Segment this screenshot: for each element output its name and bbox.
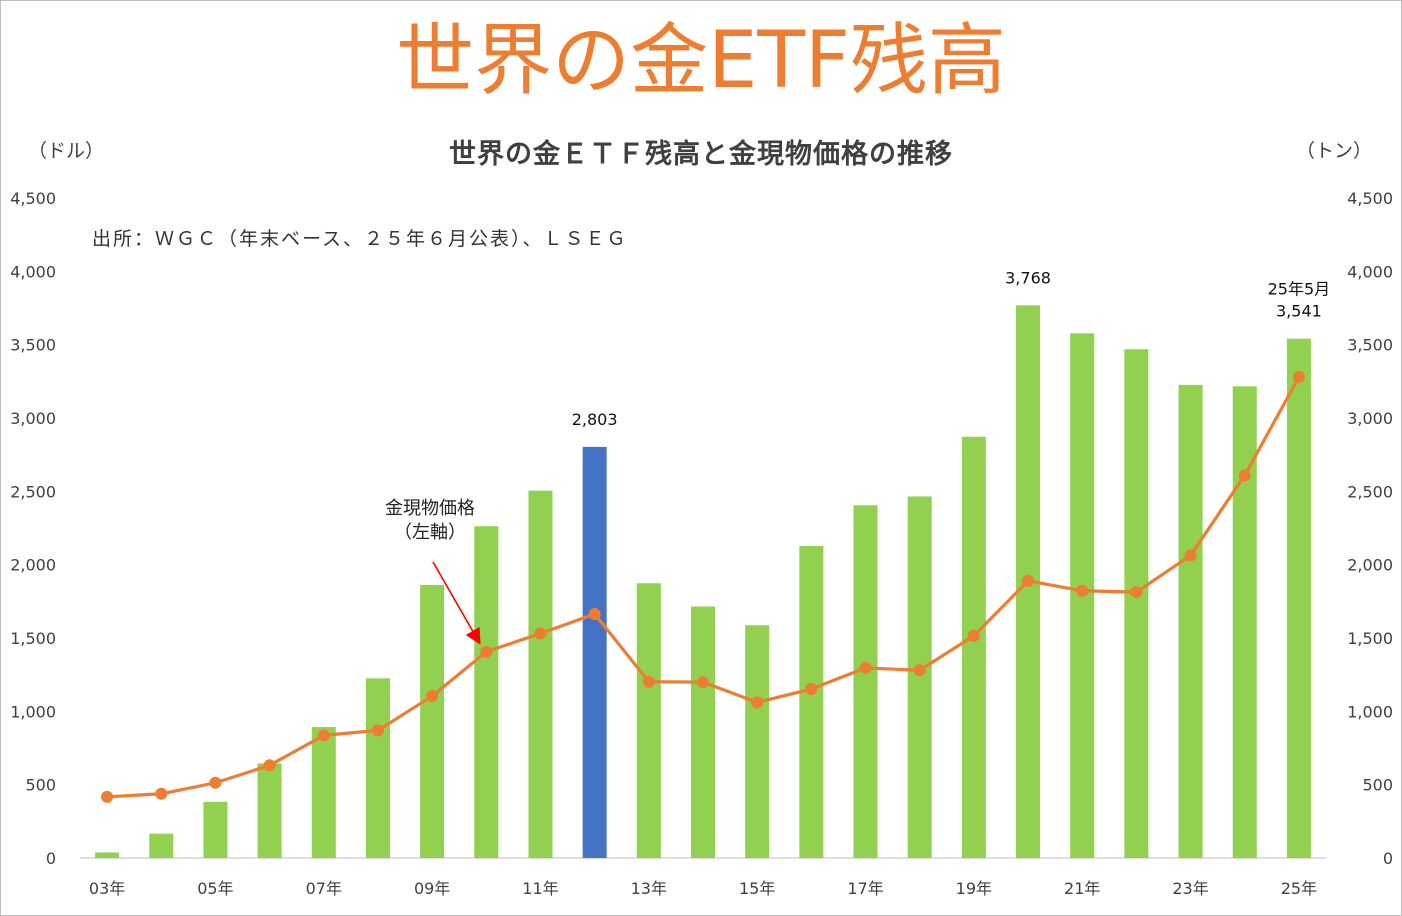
left-y-tick-label: 4,500 xyxy=(10,189,56,208)
etf-bar xyxy=(853,505,878,858)
gold-price-point xyxy=(1292,370,1305,383)
gold-price-point xyxy=(1130,586,1143,599)
gold-price-point xyxy=(697,676,709,689)
etf-bar xyxy=(149,833,174,858)
right-y-tick-label: 3,500 xyxy=(1347,336,1393,355)
etf-bar xyxy=(745,625,770,858)
etf-bar xyxy=(311,727,336,858)
etf-bar xyxy=(203,801,228,858)
left-y-tick-label: 1,500 xyxy=(10,629,56,648)
right-y-tick-label: 1,500 xyxy=(1347,629,1393,648)
left-y-tick-label: 3,500 xyxy=(10,336,56,355)
gold-price-point xyxy=(155,787,168,800)
left-axis-unit: （ドル） xyxy=(28,140,105,162)
gold-price-point xyxy=(967,629,980,642)
etf-bar xyxy=(691,606,715,858)
x-tick-label: 11年 xyxy=(522,879,558,898)
etf-bar xyxy=(961,436,986,858)
x-tick-label: 03年 xyxy=(89,879,125,898)
left-y-tick-label: 0 xyxy=(46,849,56,868)
annotation-arrow xyxy=(432,561,481,645)
left-y-tick-label: 1,000 xyxy=(10,702,56,721)
gold-price-point xyxy=(263,759,276,772)
etf-bar xyxy=(907,496,932,858)
gold-price-point xyxy=(534,627,547,640)
bar-data-label: 3,768 xyxy=(1005,268,1051,287)
left-y-tick-label: 2,000 xyxy=(10,556,56,575)
right-y-tick-label: 2,000 xyxy=(1347,556,1393,575)
etf-bar xyxy=(636,583,661,858)
annotation-line2: （左軸） xyxy=(394,522,466,544)
etf-bar xyxy=(474,526,499,858)
etf-bar xyxy=(257,763,282,858)
x-tick-label: 09年 xyxy=(414,879,450,898)
gold-price-point xyxy=(805,683,818,696)
gold-price-point xyxy=(588,607,601,620)
x-tick-label: 15年 xyxy=(739,879,775,898)
chart-subtitle: 世界の金ＥＴＦ残高と金現物価格の推移 xyxy=(449,139,953,170)
left-y-tick-label: 3,000 xyxy=(10,409,56,428)
gold-price-point xyxy=(371,724,384,737)
gold-price-point xyxy=(859,661,872,674)
x-tick-label: 13年 xyxy=(631,879,667,898)
left-y-tick-label: 4,000 xyxy=(10,262,56,281)
etf-bar xyxy=(1286,338,1311,858)
x-tick-label: 25年 xyxy=(1281,879,1317,898)
source-note: 出所：ＷＧＣ（年末ベース、２５年６月公表）、ＬＳＥＧ xyxy=(92,228,628,250)
right-y-tick-label: 4,500 xyxy=(1347,189,1393,208)
etf-bar xyxy=(420,584,445,858)
gold-price-point xyxy=(480,645,493,658)
etf-bar xyxy=(1178,384,1203,858)
etf-bar xyxy=(528,490,553,858)
main-title: 世界の金ETF残高 xyxy=(396,16,1006,106)
gold-price-point xyxy=(642,675,655,688)
gold-price-point xyxy=(209,776,222,789)
gold-price-point xyxy=(101,790,114,803)
right-y-tick-label: 3,000 xyxy=(1347,409,1393,428)
etf-bar xyxy=(365,678,390,858)
etf-bar xyxy=(799,546,824,858)
gold-price-point xyxy=(317,729,330,742)
x-tick-label: 23年 xyxy=(1172,879,1208,898)
x-tick-label: 07年 xyxy=(306,879,342,898)
right-y-tick-label: 2,500 xyxy=(1347,482,1393,501)
etf-bar xyxy=(1124,349,1149,858)
annotation-line1: 金現物価格 xyxy=(385,498,475,519)
x-tick-label: 17年 xyxy=(847,879,883,898)
gold-price-point xyxy=(913,664,926,677)
right-axis-unit: （トン） xyxy=(1295,140,1372,162)
gold-price-point xyxy=(1076,584,1089,597)
etf-bar xyxy=(1232,386,1257,858)
gold-price-point xyxy=(1184,549,1197,562)
right-y-tick-label: 500 xyxy=(1362,776,1393,795)
right-y-tick-label: 1,000 xyxy=(1347,702,1393,721)
last-bar-note: 25年5月 xyxy=(1268,280,1331,299)
etf-bar xyxy=(582,446,607,858)
x-tick-label: 21年 xyxy=(1064,879,1100,898)
gold-price-point xyxy=(1022,574,1035,587)
gold-price-point xyxy=(1238,469,1251,482)
etf-bar xyxy=(95,852,120,858)
gold-price-point xyxy=(751,696,764,709)
bar-data-label: 2,803 xyxy=(572,410,618,429)
bar-data-label: 3,541 xyxy=(1276,302,1322,321)
x-tick-label: 19年 xyxy=(956,879,992,898)
right-y-tick-label: 0 xyxy=(1383,849,1393,868)
left-y-tick-label: 500 xyxy=(25,776,56,795)
left-y-tick-label: 2,500 xyxy=(10,482,56,501)
line-annotation: 金現物価格 （左軸） xyxy=(360,497,500,546)
right-y-tick-label: 4,000 xyxy=(1347,262,1393,281)
x-tick-label: 05年 xyxy=(197,879,233,898)
gold-price-point xyxy=(426,690,439,703)
